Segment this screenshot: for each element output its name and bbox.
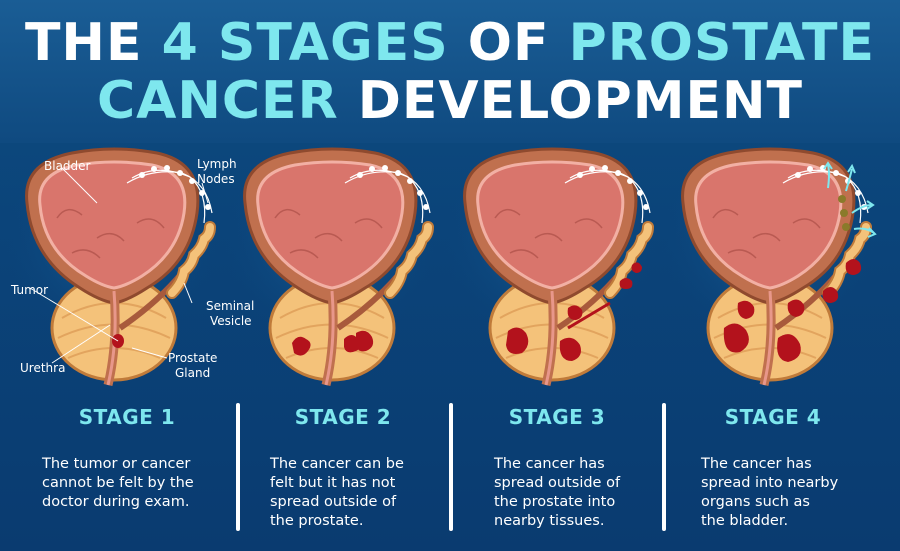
stage-1-organ bbox=[4, 143, 220, 385]
stage-3-tumor-a bbox=[506, 327, 529, 354]
label-bladder: Bladder bbox=[44, 159, 91, 173]
stage-3-desc-line: nearby tissues. bbox=[494, 513, 605, 529]
spread-arrows bbox=[823, 161, 877, 238]
stage-4-desc-line: organs such as bbox=[701, 494, 810, 510]
stage-4-desc-line: spread into nearby bbox=[701, 475, 839, 491]
label-lymph-2: Nodes bbox=[197, 172, 235, 186]
stage-4-tumor-f bbox=[845, 259, 862, 275]
stage-2-desc-line: the prostate. bbox=[270, 513, 364, 529]
stage-3-desc-line: spread outside of bbox=[494, 475, 621, 491]
stage-3-desc: The cancer has spread outside of the pro… bbox=[452, 455, 662, 531]
stage-4-tumor-c bbox=[777, 334, 801, 362]
stage-3-tumor-c bbox=[567, 305, 583, 320]
stage-3-title: STAGE 3 bbox=[508, 405, 606, 429]
label-prostate-1: Prostate bbox=[168, 351, 218, 365]
stage-4-tumor-b bbox=[737, 300, 755, 319]
stage-2: STAGE 2 The cancer can be felt but it ha… bbox=[238, 405, 448, 531]
stage-2-organ bbox=[222, 143, 438, 385]
label-seminal-2: Vesicle bbox=[210, 314, 252, 328]
stage-2-tumor-c bbox=[356, 330, 374, 352]
stage-4-desc-line: The cancer has bbox=[701, 456, 812, 472]
label-urethra: Urethra bbox=[20, 361, 66, 375]
stage-2-title: STAGE 2 bbox=[294, 405, 392, 429]
stage-2-desc: The cancer can be felt but it has not sp… bbox=[238, 455, 448, 531]
stage-1-title: STAGE 1 bbox=[78, 405, 176, 429]
stage-3: STAGE 3 The cancer has spread outside of… bbox=[452, 405, 662, 531]
label-seminal-1: Seminal bbox=[206, 299, 255, 313]
title-line-2: CANCER DEVELOPMENT bbox=[0, 72, 900, 130]
stage-4-organ bbox=[660, 143, 876, 385]
stage-4-tumor-a bbox=[723, 323, 749, 353]
divider bbox=[236, 403, 240, 531]
stage-3-organ bbox=[442, 143, 658, 385]
stage-4-desc: The cancer has spread into nearby organs… bbox=[668, 455, 878, 531]
stage-1-desc: The tumor or cancer cannot be felt by th… bbox=[22, 455, 232, 512]
stage-2-desc-line: spread outside of bbox=[270, 494, 397, 510]
stage-2-desc-line: felt but it has not bbox=[270, 475, 396, 491]
stage-1-desc-line: cannot be felt by the bbox=[42, 475, 194, 491]
stage-2-tumor-a bbox=[292, 336, 311, 356]
stage-3-tumor-b bbox=[559, 337, 581, 361]
title-prostate: PROSTATE bbox=[568, 13, 876, 73]
stage-4-title: STAGE 4 bbox=[724, 405, 822, 429]
title-of: OF bbox=[448, 13, 569, 73]
stage-1: STAGE 1 The tumor or cancer cannot be fe… bbox=[22, 405, 232, 512]
divider bbox=[449, 403, 453, 531]
title-development: DEVELOPMENT bbox=[338, 71, 804, 131]
stage-4-tumor-e bbox=[822, 287, 839, 303]
stage-3-tumor-e bbox=[631, 262, 642, 273]
stage-1-desc-line: The tumor or cancer bbox=[42, 456, 191, 472]
stage-3-desc-line: the prostate into bbox=[494, 494, 616, 510]
stage-3-tumor-d bbox=[619, 278, 633, 289]
stage-4-desc-line: the bladder. bbox=[701, 513, 789, 529]
stage-3-desc-line: The cancer has bbox=[494, 456, 605, 472]
title-the: THE bbox=[24, 13, 162, 73]
title-cancer: CANCER bbox=[96, 71, 339, 131]
header: THE 4 STAGES OF PROSTATE CANCER DEVELOPM… bbox=[0, 0, 900, 143]
title-line-1: THE 4 STAGES OF PROSTATE bbox=[0, 0, 900, 72]
title-4-stages: 4 STAGES bbox=[161, 13, 449, 73]
stage-1-desc-line: doctor during exam. bbox=[42, 494, 190, 510]
stage-4-tumor-d bbox=[787, 299, 805, 317]
anatomy-illustrations bbox=[0, 143, 900, 393]
stage-2-desc-line: The cancer can be bbox=[270, 456, 404, 472]
stage-4: STAGE 4 The cancer has spread into nearb… bbox=[668, 405, 878, 531]
label-lymph-1: Lymph bbox=[197, 157, 237, 171]
label-prostate-2: Gland bbox=[175, 366, 211, 380]
divider bbox=[662, 403, 666, 531]
label-tumor: Tumor bbox=[11, 283, 49, 297]
